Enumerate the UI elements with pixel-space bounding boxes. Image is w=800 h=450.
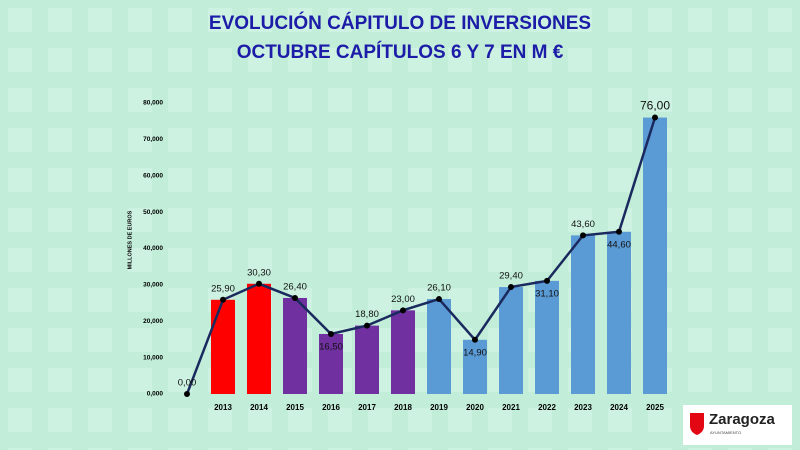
value-label: 76,00 [640,99,670,113]
bar [571,235,595,394]
bar [319,333,343,394]
bar [391,310,415,394]
bar [643,117,667,395]
line-point [220,296,226,303]
logo-shield [690,413,704,435]
y-tick-label: 20,000 [143,318,163,325]
x-tick-label: 2018 [394,403,412,412]
value-label: 0,00 [178,378,197,389]
bar [247,283,271,394]
x-tick-label: 2025 [646,403,664,412]
value-label: 26,10 [427,283,451,294]
value-label: 18,80 [355,309,379,320]
y-tick-label: 30,000 [143,282,163,289]
line-point [364,322,370,329]
chart-subtitle: OCTUBRE CAPÍTULOS 6 Y 7 EN M € [237,41,564,63]
line-point [580,232,586,239]
x-tick-label: 2016 [322,403,340,412]
value-label: 26,40 [283,281,307,292]
y-tick-label: 80,000 [143,100,163,107]
x-tick-label: 2015 [286,403,304,412]
y-tick-label: 10,000 [143,354,163,361]
line-point [616,228,622,235]
value-label: 14,90 [463,347,487,358]
x-tick-label: 2022 [538,403,556,412]
line-point [652,114,658,121]
y-tick-label: 60,000 [143,172,163,179]
logo: Zaragoza AYUNTAMIENTO [683,405,792,445]
value-label: 30,30 [247,267,271,278]
logo-name: Zaragoza [709,411,776,428]
x-tick-label: 2017 [358,403,376,412]
line-point [544,277,550,284]
logo-subtitle: AYUNTAMIENTO [710,430,741,435]
x-tick-label: 2020 [466,403,484,412]
line-point [256,280,262,287]
y-tick-label: 0,000 [147,391,164,398]
value-label: 25,90 [211,283,235,294]
bar [283,297,307,394]
value-label: 44,60 [607,239,631,250]
y-tick-label: 50,000 [143,209,163,216]
chart-title: EVOLUCIÓN CÁPITULO DE INVERSIONES [209,12,591,34]
line-point [292,294,298,301]
line [185,117,657,395]
bar [211,299,235,394]
x-tick-label: 2013 [214,403,232,412]
line-point [436,296,442,303]
bar [427,299,451,394]
line-point [328,330,334,337]
bar [607,231,631,394]
value-label: 31,10 [535,288,559,299]
x-tick-label: 2023 [574,403,592,412]
line-point [508,284,514,291]
x-tick-label: 2024 [610,403,628,412]
bar [499,287,523,394]
line-point [184,391,190,397]
y-axis-title: MILLONES DE EUROS [127,210,133,269]
bar [463,339,487,394]
bar [535,280,559,394]
value-label: 16,50 [319,341,343,352]
x-tick-label: 2021 [502,403,520,412]
bar [355,325,379,394]
line-point [400,307,406,314]
line-point [472,336,478,343]
x-tick-label: 2019 [430,403,448,412]
value-label: 23,00 [391,294,415,305]
x-tick-label: 2014 [250,403,268,412]
y-tick-label: 40,000 [143,245,163,252]
y-tick-label: 70,000 [143,136,163,143]
value-label: 29,40 [499,271,523,282]
value-label: 43,60 [571,219,595,230]
